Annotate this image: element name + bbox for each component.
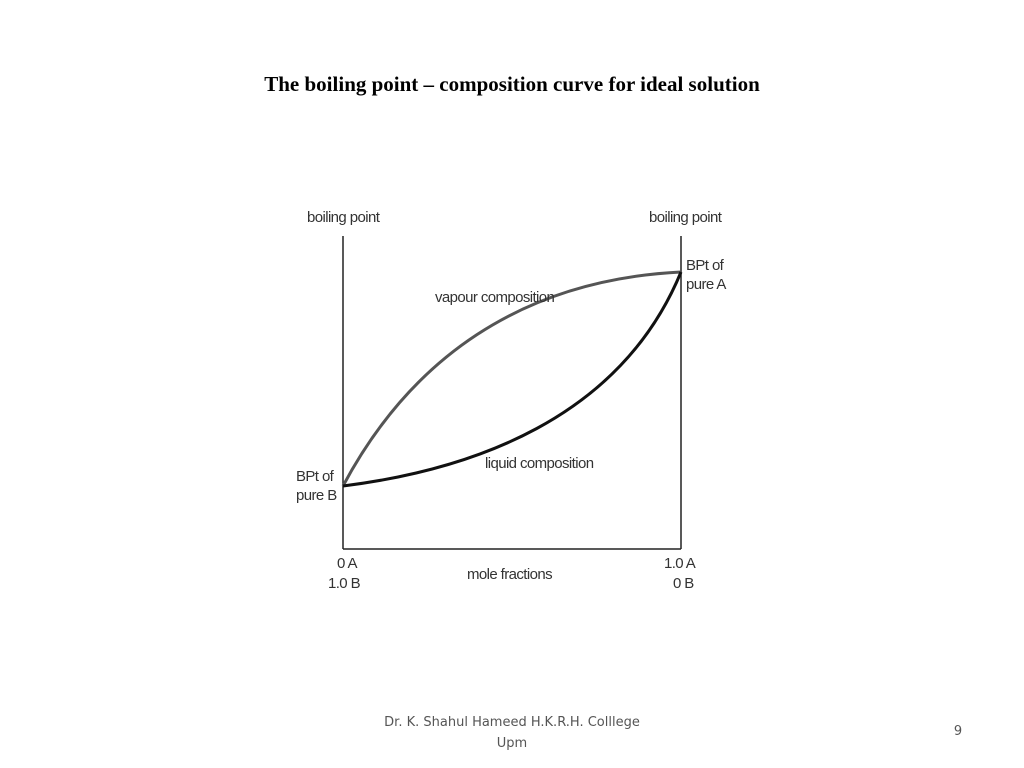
- page-number: 9: [953, 724, 963, 739]
- liquid-curve: [342, 271, 683, 488]
- left-axis-label: boiling point: [307, 209, 381, 226]
- footer-line1: Dr. K. Shahul Hameed H.K.R.H. Colllege: [384, 715, 640, 730]
- footer-line2: Upm: [496, 736, 528, 751]
- right-axis-label: boiling point: [649, 209, 723, 226]
- bpt-b-label-line1: BPt of: [296, 468, 335, 485]
- vapour-curve: [341, 270, 682, 487]
- x-left-label-line1: 0 A: [337, 555, 357, 572]
- bpt-a-label-line2: pure A: [686, 276, 726, 293]
- bpt-b-label-line2: pure B: [296, 487, 337, 504]
- x-right-label-line2: 0 B: [673, 575, 694, 592]
- footer-credit: Dr. K. Shahul Hameed H.K.R.H. Colllege U…: [362, 712, 662, 754]
- liquid-curve-label: liquid composition: [485, 455, 594, 472]
- slide-title: The boiling point – composition curve fo…: [264, 72, 760, 96]
- x-axis-label: mole fractions: [467, 566, 552, 583]
- x-right-label-line1: 1.0 A: [664, 555, 696, 572]
- x-left-label-line2: 1.0 B: [328, 575, 361, 592]
- bpt-a-label-line1: BPt of: [686, 257, 725, 274]
- vapour-curve-label: vapour composition: [435, 289, 555, 306]
